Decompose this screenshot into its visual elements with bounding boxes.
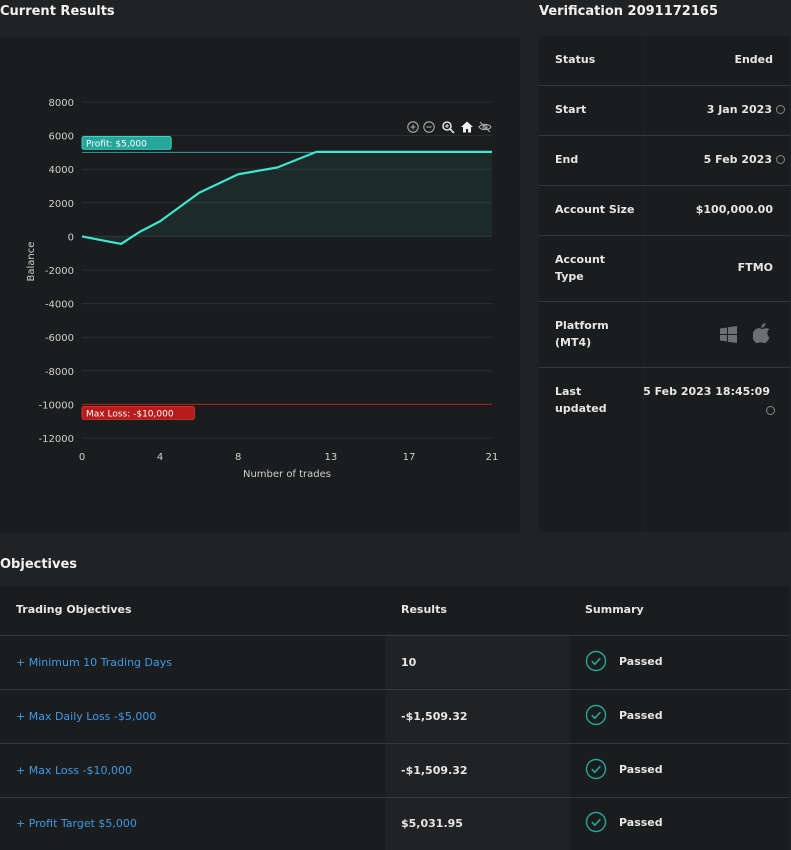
- objective-summary: Passed: [619, 815, 663, 829]
- account-size-label: Account Size: [555, 203, 635, 216]
- table-row: + Max Daily Loss -$5,000 -$1,509.32 Pass…: [0, 690, 789, 744]
- series-area: [82, 151, 492, 244]
- x-tick-label: 4: [157, 452, 163, 463]
- platform-row: Platform (MT4): [539, 302, 790, 368]
- y-tick-label: 4000: [49, 165, 74, 176]
- x-tick-label: 21: [486, 452, 499, 463]
- hide-icon[interactable]: [478, 120, 492, 134]
- verification-title: Verification 2091172165: [539, 4, 718, 19]
- y-tick-label: 8000: [49, 98, 74, 109]
- objectives-header-results: Results: [401, 603, 447, 616]
- objective-result: -$1,509.32: [401, 764, 468, 777]
- balance-chart-panel: 8000 6000 4000 2000 0 -2000 -4000 -6000 -8000 -10…: [0, 37, 520, 533]
- table-row: + Minimum 10 Trading Days 10 Passed: [0, 636, 789, 690]
- end-label: End: [555, 153, 579, 166]
- account-type-label: Account Type: [555, 253, 606, 283]
- objective-link[interactable]: + Max Loss -$10,000: [16, 764, 133, 777]
- table-row: + Max Loss -$10,000 -$1,509.32 Passed: [0, 744, 789, 798]
- status-label: Status: [555, 53, 596, 66]
- objectives-table: Trading Objectives Results Summary + Min…: [0, 586, 789, 850]
- start-row: Start 3 Jan 2023: [539, 86, 790, 136]
- y-tick-label: -10000: [39, 400, 74, 411]
- annotation-label: Profit: $5,000: [86, 139, 147, 149]
- account-size-row: Account Size $100,000.00: [539, 186, 790, 236]
- annotation-label-box: [81, 136, 172, 150]
- x-axis-label: Number of trades: [243, 469, 331, 480]
- objective-result: $5,031.95: [401, 817, 463, 830]
- account-size-value: $100,000.00: [695, 203, 773, 216]
- objective-summary: Passed: [619, 708, 663, 722]
- status-value: Ended: [734, 53, 773, 66]
- objective-summary: Passed: [619, 654, 663, 668]
- check-circle-icon: [585, 811, 607, 833]
- objectives-header-row: Trading Objectives Results Summary: [0, 586, 789, 636]
- y-tick-label: 2000: [49, 199, 74, 210]
- account-type-value: FTMO: [737, 261, 773, 274]
- current-results-title: Current Results: [0, 4, 115, 19]
- check-circle-icon: [585, 650, 607, 672]
- end-row: End 5 Feb 2023: [539, 136, 790, 186]
- last-updated-label: Last updated: [555, 385, 607, 415]
- objectives-header-summary: Summary: [585, 603, 644, 616]
- y-tick-label: -6000: [45, 333, 74, 344]
- objectives-header-objective: Trading Objectives: [16, 603, 132, 616]
- objective-link[interactable]: + Max Daily Loss -$5,000: [16, 710, 157, 723]
- objective-link[interactable]: + Minimum 10 Trading Days: [16, 656, 172, 669]
- y-tick-label: 0: [68, 232, 74, 243]
- clock-icon: [776, 105, 785, 114]
- end-value: 5 Feb 2023: [703, 153, 772, 166]
- x-tick-label: 8: [235, 452, 241, 463]
- zoom-select-icon[interactable]: [441, 120, 455, 134]
- check-circle-icon: [585, 704, 607, 726]
- home-icon[interactable]: [460, 120, 474, 134]
- annotation-label: Max Loss: -$10,000: [86, 409, 174, 419]
- y-tick-label: -4000: [45, 300, 74, 311]
- last-updated-value: 5 Feb 2023 18:45:09: [643, 385, 770, 398]
- y-axis-label: Balance: [26, 242, 37, 282]
- objective-result: 10: [401, 656, 417, 669]
- verification-panel: Status Ended Start 3 Jan 2023 End 5 Feb …: [539, 36, 790, 532]
- apple-icon: [753, 323, 770, 343]
- x-tick-label: 17: [403, 452, 416, 463]
- objective-result: -$1,509.32: [401, 710, 468, 723]
- objective-link[interactable]: + Profit Target $5,000: [16, 817, 137, 830]
- x-tick-label: 0: [79, 452, 85, 463]
- account-type-row: Account Type FTMO: [539, 236, 790, 302]
- x-tick-label: 13: [325, 452, 338, 463]
- start-value: 3 Jan 2023: [706, 103, 772, 116]
- objective-summary: Passed: [619, 762, 663, 776]
- check-circle-icon: [585, 758, 607, 780]
- clock-icon: [766, 406, 775, 415]
- balance-chart: 8000 6000 4000 2000 0 -2000 -4000 -6000 -8000 -10…: [26, 98, 499, 480]
- y-tick-label: -2000: [45, 266, 74, 277]
- zoom-in-icon[interactable]: [406, 120, 420, 134]
- start-label: Start: [555, 103, 587, 116]
- last-updated-row: Last updated 5 Feb 2023 18:45:09: [539, 368, 790, 532]
- table-row: + Profit Target $5,000 $5,031.95 Passed: [0, 797, 789, 850]
- windows-icon: [720, 326, 737, 343]
- clock-icon: [776, 155, 785, 164]
- objectives-title: Objectives: [0, 557, 78, 572]
- status-row: Status Ended: [539, 36, 790, 86]
- zoom-out-icon[interactable]: [422, 120, 436, 134]
- annotation-label-box: [81, 405, 195, 420]
- y-tick-label: -8000: [45, 367, 74, 378]
- y-tick-label: 6000: [49, 132, 74, 143]
- y-tick-label: -12000: [39, 434, 74, 445]
- platform-label: Platform (MT4): [555, 319, 609, 349]
